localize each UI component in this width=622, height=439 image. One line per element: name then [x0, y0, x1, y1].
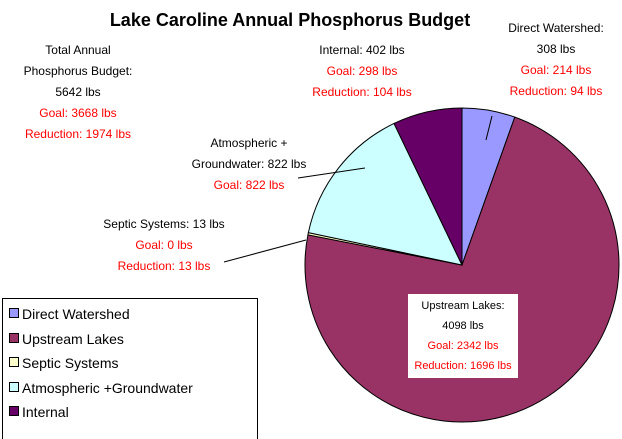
leader-line: [297, 167, 366, 179]
slice-goal-label: Goal: 2342 lbs: [427, 340, 499, 352]
slice-goal-label: Goal: 822 lbs: [213, 178, 285, 192]
slice-value-label: Upstream Lakes: 4098 lbs: [421, 300, 505, 332]
slice-reduction-label: Reduction: 1696 lbs: [414, 360, 512, 372]
legend-entry: Septic Systems: [9, 353, 118, 373]
slice-label: Upstream Lakes: 4098 lbs Goal: 2342 lbs Re…: [408, 294, 518, 378]
legend-swatch: [9, 381, 19, 392]
slice-reduction-label: Reduction: 94 lbs: [509, 84, 603, 98]
legend-entry: Internal: [9, 402, 69, 422]
total-reduction: Reduction: 1974 lbs: [24, 127, 132, 141]
slice-value-label: Direct Watershed: 308 lbs: [508, 21, 604, 56]
slice-label: Atmospheric + Groundwater: 822 lbs Goal: …: [190, 133, 308, 196]
legend-entry: Direct Watershed: [9, 304, 130, 324]
pie-slice: [307, 122, 463, 266]
total-annotation: Total Annual Phosphorus Budget: 5642 lbs…: [14, 40, 142, 145]
slice-label: Direct Watershed: 308 lbs Goal: 214 lbs Re…: [508, 18, 604, 102]
slice-value-label: Internal: 402 lbs: [319, 43, 405, 57]
legend-swatch: [9, 308, 19, 318]
slice-goal-label: Goal: 298 lbs: [326, 64, 398, 78]
legend-swatch: [9, 357, 19, 367]
legend-label: Septic Systems: [22, 355, 119, 371]
pie-slice: [304, 116, 620, 423]
slice-reduction-label: Reduction: 104 lbs: [312, 85, 412, 99]
total-goal: Goal: 3668 lbs: [39, 106, 117, 120]
slice-value-label: Septic Systems: 13 lbs: [103, 217, 225, 231]
legend-swatch: [9, 332, 19, 343]
slice-label: Internal: 402 lbs Goal: 298 lbs Reduction:…: [306, 40, 418, 103]
legend-entry: Upstream Lakes: [9, 329, 124, 349]
legend: Direct Watershed Upstream Lakes Septic Sys…: [2, 298, 258, 439]
legend-entry: Atmospheric +Groundwater: [9, 378, 193, 398]
legend-label: Direct Watershed: [22, 306, 130, 322]
slice-reduction-label: Reduction: 13 lbs: [117, 259, 211, 273]
pie-slice: [393, 107, 463, 266]
slice-goal-label: Goal: 214 lbs: [520, 63, 592, 77]
leader-line: [485, 115, 493, 141]
legend-swatch: [9, 406, 19, 416]
slice-goal-label: Goal: 0 lbs: [135, 238, 193, 252]
total-text: Total Annual Phosphorus Budget: 5642 lbs: [23, 43, 133, 99]
legend-label: Atmospheric +Groundwater: [22, 379, 193, 396]
legend-label: Internal: [22, 404, 69, 420]
slice-label: Septic Systems: 13 lbs Goal: 0 lbs Reducti…: [100, 214, 228, 277]
slice-value-label: Atmospheric + Groundwater: 822 lbs: [191, 136, 307, 171]
legend-label: Upstream Lakes: [22, 330, 124, 347]
chart-title: Lake Caroline Annual Phosphorus Budget: [109, 10, 471, 30]
leader-line: [223, 239, 307, 263]
